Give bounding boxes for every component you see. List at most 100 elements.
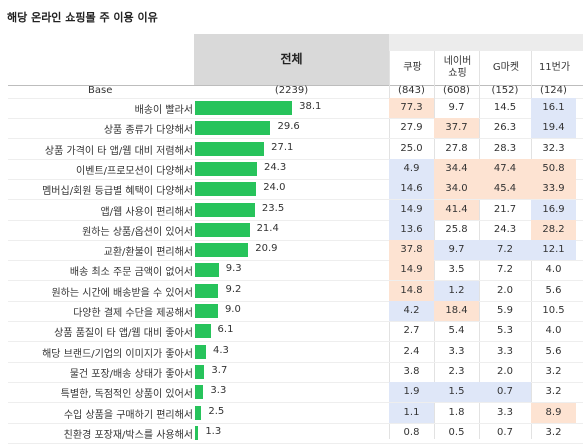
table-row: 특별한, 독점적인 상품이 있어서 3.3 1.9 1.5 0.7 3.2 <box>8 382 583 404</box>
total-bar <box>195 425 199 440</box>
table-cell: 25.8 <box>445 223 468 235</box>
total-bar <box>195 182 257 197</box>
total-base: (2239) <box>274 85 309 96</box>
table-cell: 4.0 <box>545 325 562 337</box>
total-bar <box>195 121 271 136</box>
total-bar-value: 4.3 <box>212 344 229 356</box>
total-bar <box>195 263 219 278</box>
table-cell: 37.7 <box>434 118 479 139</box>
table-row: 배송 최소 주문 금액이 없어서 9.3 14.9 3.5 7.2 4.0 <box>8 260 583 282</box>
total-header: 전체 <box>194 34 389 85</box>
table-row: 원하는 상품/옵션이 있어서 21.4 13.6 25.8 24.3 28.2 <box>8 219 583 241</box>
row-label: 상품 종류가 다양해서 <box>103 125 193 137</box>
table-cell: 3.2 <box>545 426 562 438</box>
table-row: 멤버십/회원 등급별 혜택이 다양해서 24.0 14.6 34.0 45.4 33.9 <box>8 179 583 201</box>
total-bar-value: 9.2 <box>225 283 242 295</box>
total-bar <box>195 324 211 339</box>
table-cell: 12.1 <box>531 240 576 261</box>
brand-header-2: G마켓 <box>479 51 532 85</box>
total-bar <box>195 283 219 298</box>
brand-header-0: 쿠팡 <box>389 51 435 85</box>
table-cell: 1.5 <box>434 382 479 403</box>
table-cell: 14.9 <box>389 199 434 220</box>
table-cell: 25.0 <box>400 142 423 154</box>
table-cell: 2.0 <box>497 365 513 377</box>
row-label: 상품 품질이 타 앱/웹 대비 좋아서 <box>54 328 193 340</box>
row-label: 앱/웹 사용이 편리해서 <box>100 206 193 218</box>
total-bar <box>195 405 202 420</box>
table-cell: 2.3 <box>448 365 465 377</box>
table-cell: 4.2 <box>389 301 434 321</box>
row-label: 원하는 시간에 배송받을 수 있어서 <box>51 287 193 299</box>
table-cell: 7.2 <box>479 240 531 261</box>
total-bar-value: 24.3 <box>263 161 287 173</box>
table-cell: 37.8 <box>389 240 434 261</box>
brand-base-3: (124) <box>540 85 567 96</box>
total-bar-value: 27.1 <box>271 141 294 153</box>
table-cell: 21.7 <box>493 203 517 215</box>
table-row: 상품 종류가 다양해서 29.6 27.9 37.7 26.3 19.4 <box>8 118 583 140</box>
table-cell: 13.6 <box>389 219 434 240</box>
row-label: 교환/환불이 편리해서 <box>103 247 193 259</box>
table-cell: 77.3 <box>389 98 434 118</box>
row-label: 멤버십/회원 등급별 혜택이 다양해서 <box>42 186 193 198</box>
table-row: 이벤트/프로모션이 다양해서 24.3 4.9 34.4 47.4 50.8 <box>8 158 583 180</box>
survey-table: 전체 Base (2239) 쿠팡 (843) 네이버 쇼핑 (608) G마켓 (152)… <box>8 34 583 444</box>
table-cell: 50.8 <box>531 158 576 179</box>
table-cell: 47.4 <box>479 158 531 179</box>
brand-base-0: (843) <box>398 85 425 96</box>
chart-title: 해당 온라인 쇼핑몰 주 이용 이유 <box>7 11 158 24</box>
table-cell: 1.8 <box>448 406 465 418</box>
table-cell: 9.7 <box>448 102 465 113</box>
total-bar <box>195 141 265 156</box>
total-bar <box>195 385 204 400</box>
table-cell: 3.2 <box>545 365 562 377</box>
table-cell: 33.9 <box>531 179 576 200</box>
table-cell: 3.3 <box>497 406 513 418</box>
table-cell: 34.0 <box>434 179 479 200</box>
table-cell: 7.2 <box>497 264 513 276</box>
base-row: Base (2239) <box>8 85 583 99</box>
brand-base-1: (608) <box>443 85 470 96</box>
total-bar-value: 21.4 <box>256 222 279 234</box>
total-bar-value: 1.3 <box>205 425 222 437</box>
table-cell: 3.3 <box>497 345 513 357</box>
total-bar <box>195 304 218 318</box>
table-cell: 18.4 <box>434 301 479 321</box>
table-cell: 24.3 <box>493 223 517 235</box>
table-row: 다양한 결제 수단을 제공해서 9.0 4.2 18.4 5.9 10.5 <box>8 301 583 322</box>
brand-base-2: (152) <box>491 85 519 96</box>
row-label: 친환경 포장재/박스를 사용해서 <box>63 429 193 441</box>
table-cell: 19.4 <box>531 118 576 139</box>
table-cell: 16.1 <box>531 98 576 118</box>
table-row: 상품 가격이 타 앱/웹 대비 저렴해서 27.1 25.0 27.8 28.3 32.3 <box>8 139 583 160</box>
table-row: 원하는 시간에 배송받을 수 있어서 9.2 14.8 1.2 2.0 5.6 <box>8 280 583 302</box>
table-cell: 27.8 <box>445 142 468 154</box>
brand-header-3: 11번가 <box>531 51 577 85</box>
table-cell: 1.1 <box>389 402 434 423</box>
table-row: 앱/웹 사용이 편리해서 23.5 14.9 41.4 21.7 16.9 <box>8 199 583 221</box>
table-cell: 1.2 <box>434 280 479 301</box>
total-bar-value: 29.6 <box>277 121 300 133</box>
table-cell: 0.8 <box>403 426 420 438</box>
table-cell: 45.4 <box>479 179 531 200</box>
total-bar-value: 24.0 <box>263 182 286 194</box>
table-cell: 41.4 <box>434 199 479 220</box>
table-cell: 5.3 <box>497 325 513 337</box>
row-label: 수입 상품을 구매하기 편리해서 <box>63 409 193 421</box>
total-bar <box>195 101 293 115</box>
total-header-label: 전체 <box>280 52 303 66</box>
table-cell: 14.6 <box>389 179 434 200</box>
total-bar-value: 38.1 <box>299 101 322 112</box>
table-row: 상품 품질이 타 앱/웹 대비 좋아서 6.1 2.7 5.4 5.3 4.0 <box>8 321 583 343</box>
total-bar <box>195 202 255 217</box>
table-cell: 5.4 <box>448 325 465 337</box>
total-bar-value: 9.3 <box>225 263 242 275</box>
table-cell: 34.4 <box>434 158 479 179</box>
table-cell: 2.4 <box>403 345 420 357</box>
row-label: 배송 최소 주문 금액이 없어서 <box>69 267 193 279</box>
table-row: 배송이 빨라서 38.1 77.3 9.7 14.5 16.1 <box>8 98 583 119</box>
total-bar-value: 3.7 <box>211 364 228 376</box>
table-cell: 3.5 <box>448 264 465 276</box>
table-cell: 8.9 <box>531 402 576 423</box>
